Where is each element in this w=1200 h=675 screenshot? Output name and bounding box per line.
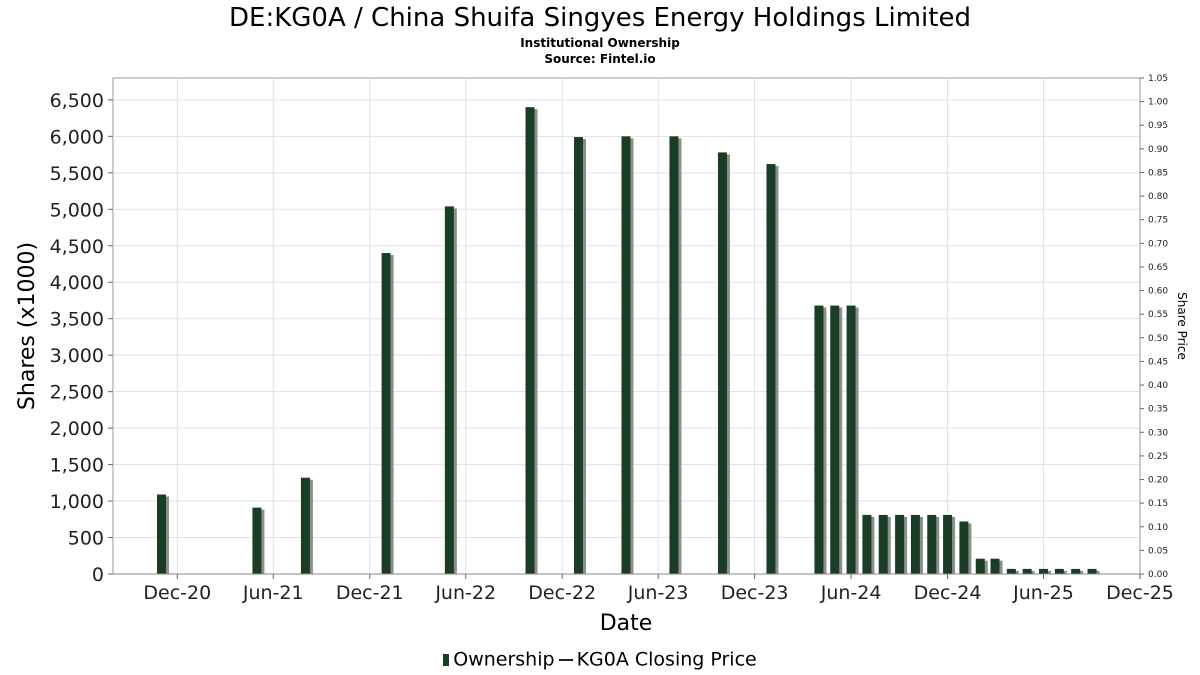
y2-tick-label: 0.40 bbox=[1148, 381, 1168, 391]
bar bbox=[814, 305, 824, 574]
y-axis-left: 0 500 1,000 1,500 2,000 2,500 3,000 3,500 4,000 4… bbox=[50, 90, 113, 586]
y-tick-label: 3,000 bbox=[50, 345, 104, 367]
y-tick-label: 1,500 bbox=[50, 455, 104, 477]
y2-tick-label: 0.75 bbox=[1148, 216, 1168, 226]
x-tick-label: Jun-21 bbox=[242, 582, 304, 604]
ownership-chart: 0 500 1,000 1,500 2,000 2,500 3,000 3,500 4,000 4… bbox=[15, 74, 1189, 636]
y-tick-label: 5,000 bbox=[50, 199, 104, 221]
bar bbox=[525, 107, 535, 575]
y2-tick-label: 0.90 bbox=[1148, 145, 1168, 155]
bar bbox=[252, 507, 262, 574]
x-axis-label: Date bbox=[600, 611, 653, 636]
bar bbox=[1071, 568, 1081, 574]
y-tick-label: 4,000 bbox=[50, 272, 104, 294]
y2-tick-label: 0.95 bbox=[1148, 121, 1168, 131]
y-tick-label: 1,000 bbox=[50, 491, 104, 513]
bar bbox=[959, 521, 969, 574]
bar bbox=[895, 514, 905, 574]
bars bbox=[157, 107, 1100, 575]
bar bbox=[381, 253, 391, 574]
chart-source: Source: Fintel.io bbox=[544, 52, 656, 66]
bar bbox=[717, 152, 727, 574]
y2-tick-label: 0.25 bbox=[1148, 452, 1168, 462]
bar bbox=[1087, 568, 1097, 574]
chart-title: DE:KG0A / China Shuifa Singyes Energy Ho… bbox=[229, 3, 971, 33]
chart-subtitle: Institutional Ownership bbox=[520, 36, 680, 50]
x-tick-label: Jun-24 bbox=[820, 582, 882, 604]
bar bbox=[943, 514, 953, 574]
bar bbox=[669, 136, 679, 574]
x-tick-label: Jun-25 bbox=[1012, 582, 1074, 604]
y2-tick-label: 0.20 bbox=[1148, 476, 1168, 486]
x-axis: Dec-20 Jun-21 Dec-21 Jun-22 Dec-22 Jun-23 Dec-… bbox=[113, 573, 1174, 604]
y2-tick-label: 0.85 bbox=[1148, 168, 1168, 178]
bar bbox=[846, 305, 856, 574]
y2-tick-label: 1.00 bbox=[1148, 98, 1168, 108]
y-tick-label: 6,500 bbox=[50, 90, 104, 112]
bar bbox=[444, 206, 454, 574]
x-tick-label: Dec-23 bbox=[721, 582, 789, 604]
x-tick-label: Dec-24 bbox=[914, 582, 982, 604]
bar bbox=[1006, 568, 1016, 574]
legend: Ownership KG0A Closing Price bbox=[0, 647, 1200, 672]
y2-tick-label: 1.05 bbox=[1148, 74, 1168, 84]
y2-tick-label: 0.30 bbox=[1148, 428, 1168, 438]
legend-ownership-swatch bbox=[443, 653, 450, 666]
bar bbox=[1054, 568, 1064, 574]
y-tick-label: 0 bbox=[92, 564, 104, 586]
bar bbox=[910, 514, 920, 574]
y2-tick-label: 0.80 bbox=[1148, 192, 1168, 202]
y-tick-label: 3,500 bbox=[50, 309, 104, 331]
x-tick-label: Dec-22 bbox=[528, 582, 596, 604]
legend-price-swatch bbox=[558, 658, 573, 661]
y-tick-label: 5,500 bbox=[50, 163, 104, 185]
y2-tick-label: 0.10 bbox=[1148, 523, 1168, 533]
bar bbox=[878, 514, 888, 574]
y-axis-label: Shares (x1000) bbox=[15, 242, 40, 410]
legend-price-label: KG0A Closing Price bbox=[576, 648, 757, 671]
y-tick-label: 2,000 bbox=[50, 418, 104, 440]
y-tick-label: 500 bbox=[68, 528, 104, 550]
y2-tick-label: 0.50 bbox=[1148, 334, 1168, 344]
y2-tick-label: 0.65 bbox=[1148, 263, 1168, 273]
bar bbox=[1039, 568, 1049, 574]
y-tick-label: 2,500 bbox=[50, 382, 104, 404]
x-tick-label: Jun-23 bbox=[627, 582, 689, 604]
y2-tick-label: 0.15 bbox=[1148, 499, 1168, 509]
legend-ownership-label: Ownership bbox=[453, 648, 555, 671]
bar bbox=[766, 164, 776, 574]
bar bbox=[300, 477, 310, 574]
x-tick-label: Dec-20 bbox=[143, 582, 211, 604]
bar bbox=[1022, 568, 1032, 574]
y-axis-right: 0.00 0.05 0.10 0.15 0.20 0.25 0.30 0.35 0.40 0.45… bbox=[1139, 74, 1168, 580]
bar bbox=[990, 558, 1000, 574]
y-tick-label: 4,500 bbox=[50, 236, 104, 258]
y2-tick-label: 0.00 bbox=[1148, 570, 1168, 580]
y2-tick-label: 0.45 bbox=[1148, 357, 1168, 367]
y2-axis-label: Share Price bbox=[1175, 292, 1189, 360]
bar bbox=[621, 136, 631, 574]
bar bbox=[862, 514, 872, 574]
x-tick-label: Jun-22 bbox=[434, 582, 496, 604]
bar bbox=[927, 514, 937, 574]
x-tick-label: Dec-21 bbox=[336, 582, 404, 604]
y2-tick-label: 0.05 bbox=[1148, 546, 1168, 556]
y2-tick-label: 0.60 bbox=[1148, 287, 1168, 297]
x-tick-label: Dec-25 bbox=[1106, 582, 1174, 604]
bar bbox=[157, 494, 167, 574]
y2-tick-label: 0.70 bbox=[1148, 239, 1168, 249]
y2-tick-label: 0.35 bbox=[1148, 405, 1168, 415]
bar bbox=[975, 558, 985, 574]
bar bbox=[830, 305, 840, 574]
y2-tick-label: 0.55 bbox=[1148, 310, 1168, 320]
y-tick-label: 6,000 bbox=[50, 126, 104, 148]
bar bbox=[574, 137, 584, 575]
